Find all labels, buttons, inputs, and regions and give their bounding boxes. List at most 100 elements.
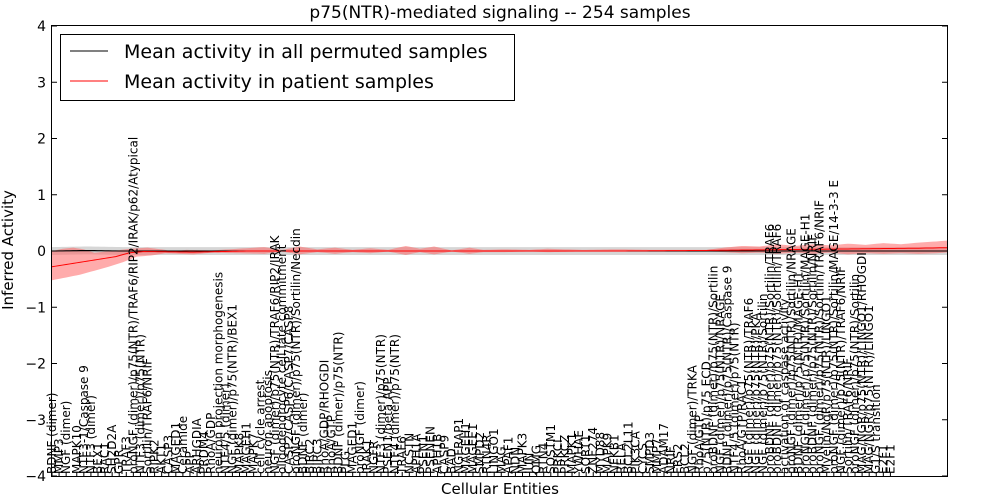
x-tick-label: YWHAE [572, 430, 586, 475]
x-tick-label: RAC1 [98, 442, 112, 474]
y-tick-label: 3 [37, 75, 46, 91]
y-tick-label: 1 [37, 188, 46, 204]
x-tick-label: CASP9 [438, 435, 452, 474]
x-tick-label: MAPK3 [516, 433, 530, 474]
x-tick-label: NGF (dimer)/p75(NTR)/TRAF6/RIP2/IRAK [268, 234, 282, 474]
legend-box [60, 34, 515, 101]
x-tick-label: NTF4 (dimer)/p75(NTR) [388, 334, 402, 474]
x-tick-label: PSEN1/beta APP [381, 377, 395, 474]
x-tick-label: MAG [494, 446, 508, 474]
x-tick-label: MMP7 [650, 438, 664, 474]
x-tick-label: NCSTN [402, 433, 416, 474]
x-tick-label: proNGF (dimer)/p75(NTR)/Sortilin/MAGE-H1 [799, 214, 813, 474]
x-tick-label: LINGO1 [487, 428, 501, 474]
x-tick-label: NGF (dimer)/p75(NTR)/TRAF6 [742, 298, 756, 474]
legend-label-permuted: Mean activity in all permuted samples [124, 41, 487, 63]
y-tick-label: −4 [25, 469, 46, 485]
x-tick-label: BIRC2 [303, 438, 317, 474]
x-tick-label: RTN4 [537, 443, 551, 474]
x-tick-label: GPR [112, 449, 126, 474]
x-tick-label: PIK3CA [629, 430, 643, 474]
plot-area-frame [51, 25, 948, 477]
x-tick-label: MMP3 [52, 438, 66, 474]
x-tick-label: NTF3-1/Caspase 9 [77, 365, 91, 474]
x-tick-label: activation of caspase activity [777, 299, 791, 474]
x-tick-label: NTF4/5 (dimer) [218, 383, 232, 474]
x-tick-label: proNGF (dimer)/p75(NTR)/TRAF6/RIP2/IRAK/… [126, 137, 140, 474]
x-tick-label: NGF (dimer) [59, 401, 73, 474]
x-tick-label: NTF4/5 (dimer)/p75(NTR) [728, 322, 742, 474]
x-tick-label: IRAK1 [360, 439, 374, 474]
x-tick-label: BCL2L11 [622, 421, 636, 474]
x-tick-label: neuron projection morphogenesis [211, 272, 225, 474]
x-tick-label: MAG/NGR/p75(NTR)/LINGO1/RHOGDI [855, 252, 869, 474]
x-tick-label: SQSTM1 [544, 424, 558, 474]
y-axis-ticks: −4 −3 −2 −1 0 1 2 3 4 [25, 19, 947, 485]
x-tick-label: SORT1 [579, 435, 593, 475]
x-tick-label: BDNF (dimer)/p75(NTR)/Caspase 9 [721, 265, 735, 474]
x-tick-label: AKT1 [155, 444, 169, 474]
x-tick-label: Sortilin/TRAF6/NRIF [841, 358, 855, 474]
x-tick-label: NGF (dimer)/p75(NTR)/NRAGE [714, 294, 728, 474]
x-tick-label: cell cycle arrest [254, 379, 268, 474]
y-tick-label: −2 [25, 357, 46, 373]
x-tick-label: BAD [445, 448, 459, 474]
x-tick-label: BDNF (dimer)/p75(NTR)/MAGE-H1 [791, 271, 805, 474]
x-tick-label: NTF3 (dimer)/p75(NTR) [133, 334, 147, 474]
x-tick-label: Sortilin/TRAF6/NRIF [141, 358, 155, 474]
x-tick-label: proNGF (dimer)/p75(NTR)/Sortilin/MAGE/14… [827, 180, 841, 474]
x-tick-label: BCL2 [678, 443, 692, 474]
x-tick-label: NGFR [367, 440, 381, 474]
y-tick-label: 0 [37, 244, 46, 260]
x-tick-label: SH2D2A [105, 424, 119, 474]
x-tick-label: NGF (dimer)/TRKA [685, 364, 699, 474]
x-tick-label: NGFRAP1 [452, 418, 466, 474]
x-tick-label: NFKB1 [608, 434, 622, 474]
x-tick-label: NGF (dimer)/p75(NTR)/TRAF6/NRIF [834, 266, 848, 474]
x-tick-label: RhoA/GDP/RHOGDI [317, 360, 331, 474]
x-tick-label: BDNF (dimer) [296, 393, 310, 475]
x-tick-label: MAPK7 [247, 433, 261, 474]
x-tick-label: PSEN1 [416, 435, 430, 474]
x-tick-label: ZNF274 [586, 427, 600, 474]
x-tick-label: ADAM17 [657, 423, 671, 474]
x-tick-label: RhoA/GTP [325, 415, 339, 474]
x-tick-label: neuron apoptosis [261, 370, 275, 474]
x-tick-label: MAGED1 [346, 422, 360, 474]
x-tick-label: SMPD2 [473, 432, 487, 474]
x-tick-label: NGF (dimer)/p75(NTR)/Sortilin [756, 294, 770, 475]
x-tick-label: PSENEN [424, 426, 438, 474]
y-tick-label: −1 [25, 300, 46, 316]
x-tick-label: G1/S transition [869, 384, 883, 474]
x-tick-label: MAG/NGR/p75(NTR)/LINGO1 [862, 305, 876, 474]
y-tick-label: 4 [37, 19, 46, 35]
x-tick-label: TRAF6 [395, 436, 409, 475]
x-tick-label: MAGED1 [169, 422, 183, 474]
x-tick-label: NRIF [664, 446, 678, 474]
x-tick-label: NTF3 (dimer)/p75(NTR) [374, 334, 388, 474]
x-tick-label: proNGF (dimer)/p75(NTR)/Sortilin/NRAGE [784, 228, 798, 474]
x-tick-label: NGF (dimer)/p75(NTR)/BEX1 [225, 304, 239, 474]
x-tick-label: BIRC3 [310, 438, 324, 474]
x-tick-label: NTF3 (dimer) [84, 395, 98, 474]
x-tick-label: MAGEH1 [240, 422, 254, 474]
x-tick-label: proNGF (dimer)/p75(NTR)/Sortilin/Necdin [289, 228, 303, 474]
x-tick-label: TRAF3 [119, 436, 133, 475]
x-tick-label: NDN [508, 447, 522, 474]
x-tick-label: RELA [615, 442, 629, 474]
x-tick-label: Ceramide [176, 416, 190, 474]
x-axis-label: Cellular Entities [441, 480, 559, 498]
x-tick-label: RTN4R [480, 434, 494, 474]
x-tick-label: BEX1 [91, 442, 105, 474]
x-tick-label: APAF1 [501, 437, 515, 474]
x-tick-label: RhoA/GTP/RAC1 [735, 379, 749, 474]
x-tick-label: MAGEH1 [459, 422, 473, 474]
x-tick-label: oligodendrocyte cell fate commitment [275, 244, 289, 474]
x-tick-label: APP [183, 451, 197, 474]
series-lines [51, 247, 948, 268]
legend-label-patient: Mean activity in patient samples [124, 71, 434, 93]
x-tick-label: proNGF (dimer)/p75(NTR)/Sortilin/TRAF6/N… [813, 200, 827, 474]
x-tick-label: OMG [530, 445, 544, 474]
